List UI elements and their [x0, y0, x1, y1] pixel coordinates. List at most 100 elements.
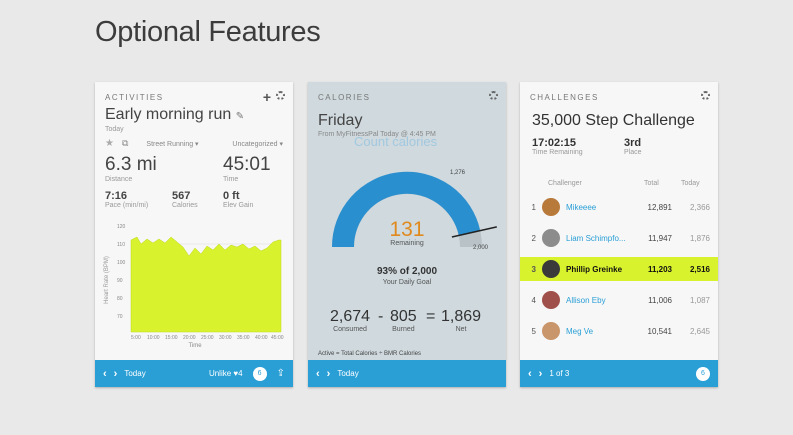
- row-today: 2,645: [689, 326, 710, 336]
- y-ticks: 120 110 100 90 80 70: [117, 224, 126, 320]
- challenges-card[interactable]: CHALLENGES 35,000 Step Challenge 17:02:1…: [520, 82, 718, 387]
- next-arrow-icon[interactable]: ›: [113, 367, 118, 380]
- challenges-footer: ‹ › 1 of 3 6: [520, 360, 718, 387]
- prev-arrow-icon[interactable]: ‹: [103, 367, 107, 380]
- goal-label: Your Daily Goal: [382, 279, 432, 286]
- pace-stat: 7:16 Pace (min/mi): [105, 190, 148, 209]
- row-today: 2,516: [689, 264, 710, 274]
- next-arrow-icon[interactable]: ›: [538, 367, 543, 380]
- row-total: 12,891: [647, 202, 672, 212]
- calorie-gauge: 1,276 2,000: [331, 170, 497, 251]
- row-rank: 2: [531, 233, 536, 243]
- remaining-label: Remaining: [390, 240, 424, 247]
- avatar[interactable]: [542, 198, 560, 216]
- time-remaining-label: Time Remaining: [532, 149, 583, 156]
- activity-controls: ★ ⧉ Street Running ▾ Uncategorized ▾: [105, 138, 283, 149]
- svg-text:70: 70: [117, 314, 123, 320]
- challenger-name[interactable]: Meg Ve: [566, 326, 594, 336]
- place-stat: 3rd Place: [624, 137, 642, 156]
- gear-icon[interactable]: [276, 91, 285, 100]
- nav-arrows[interactable]: ‹ ›: [103, 368, 117, 380]
- prev-arrow-icon[interactable]: ‹: [316, 367, 320, 380]
- time-remaining-value: 17:02:15: [532, 137, 577, 149]
- page-indicator: 1 of 3: [549, 369, 570, 378]
- consumed-value: 2,674: [330, 308, 371, 325]
- unlike-button[interactable]: Unlike ♥4: [208, 369, 243, 378]
- avatar[interactable]: [542, 229, 560, 247]
- comment-icon[interactable]: 6: [696, 366, 710, 381]
- time-stat: 45:01 Time: [223, 154, 271, 183]
- add-icon[interactable]: +: [262, 89, 271, 105]
- activity-date: Today: [105, 126, 124, 133]
- svg-text:35:00: 35:00: [237, 335, 250, 341]
- row-rank: 3: [531, 264, 536, 274]
- goal-pct: 93% of 2,000: [376, 266, 438, 277]
- activities-card[interactable]: ACTIVITIES + Early morning run ✎ Today ★…: [95, 82, 293, 387]
- svg-text:45:00: 45:00: [271, 335, 284, 341]
- heart-rate-area: [130, 236, 282, 333]
- table-row[interactable]: 1 Mikeeee 12,891 2,366: [520, 195, 718, 219]
- chart-y-label: Heart Rate (BPM): [104, 256, 110, 304]
- col-today: Today: [681, 180, 700, 187]
- share-out-icon[interactable]: ⇪: [276, 368, 285, 379]
- challenger-name[interactable]: Liam Schimpfo...: [566, 233, 626, 243]
- row-today: 2,366: [689, 202, 710, 212]
- table-row[interactable]: 3 Phillip Greinke 11,203 2,516: [520, 257, 718, 281]
- avatar[interactable]: [542, 260, 560, 278]
- nav-arrows[interactable]: ‹ ›: [316, 368, 330, 380]
- svg-text:90: 90: [117, 278, 123, 284]
- footer-date: Today: [124, 369, 146, 378]
- activities-header: ACTIVITIES: [105, 93, 164, 102]
- row-rank: 1: [531, 202, 536, 212]
- time-label: Time: [223, 176, 239, 183]
- activity-type-select[interactable]: Street Running ▾: [146, 140, 199, 148]
- svg-text:10:00: 10:00: [147, 335, 160, 341]
- star-icon[interactable]: ★: [105, 138, 114, 149]
- comment-icon[interactable]: 6: [252, 366, 267, 381]
- gear-icon[interactable]: [701, 91, 710, 100]
- pace-label: Pace (min/mi): [105, 202, 149, 209]
- challenger-name[interactable]: Phillip Greinke: [566, 264, 623, 274]
- pencil-icon[interactable]: ✎: [235, 111, 245, 122]
- gauge-end-label: 2,000: [473, 245, 489, 251]
- svg-text:120: 120: [117, 224, 126, 230]
- net-value: 1,869: [441, 308, 482, 325]
- next-arrow-icon[interactable]: ›: [326, 367, 331, 380]
- gauge-needle: [451, 226, 497, 238]
- time-remaining-stat: 17:02:15 Time Remaining: [532, 137, 583, 156]
- gauge-max-label: 1,276: [450, 170, 466, 176]
- calories-card[interactable]: CALORIES Friday From MyFitnessPal Today …: [308, 82, 506, 387]
- row-today: 1,087: [689, 295, 710, 305]
- activity-title: Early morning run ✎: [105, 106, 245, 123]
- table-row[interactable]: 2 Liam Schimpfo... 11,947 1,876: [520, 226, 718, 250]
- burned-label: Burned: [392, 326, 415, 333]
- consumed-label: Consumed: [333, 326, 367, 333]
- challenger-name[interactable]: Allison Eby: [566, 295, 606, 305]
- row-today: 1,876: [689, 233, 710, 243]
- table-row[interactable]: 4 Allison Eby 11,006 1,087: [520, 288, 718, 312]
- burned-stat: 805 Burned: [390, 308, 417, 333]
- table-row[interactable]: 5 Meg Ve 10,541 2,645: [520, 319, 718, 343]
- prev-arrow-icon[interactable]: ‹: [528, 367, 532, 380]
- calories-stat: 567 Calories: [172, 190, 198, 209]
- avatar[interactable]: [542, 291, 560, 309]
- place-value: 3rd: [624, 137, 642, 149]
- distance-value: 6.3 mi: [105, 154, 157, 175]
- svg-text:80: 80: [117, 296, 123, 302]
- remaining-value: 131: [389, 218, 425, 241]
- avatar[interactable]: [542, 322, 560, 340]
- col-total: Total: [644, 180, 659, 187]
- svg-text:15:00: 15:00: [165, 335, 178, 341]
- page-title: Optional Features: [95, 16, 321, 48]
- net-label: Net: [455, 326, 467, 333]
- category-select[interactable]: Uncategorized ▾: [232, 140, 283, 148]
- calories-value: 567: [172, 190, 191, 202]
- gear-icon[interactable]: [489, 91, 498, 100]
- challenges-header: CHALLENGES: [530, 93, 599, 102]
- nav-arrows[interactable]: ‹ ›: [528, 368, 542, 380]
- gauge-progress: [331, 171, 481, 248]
- svg-text:40:00: 40:00: [255, 335, 268, 341]
- share-icon[interactable]: ⧉: [121, 138, 129, 148]
- challenger-name[interactable]: Mikeeee: [566, 202, 597, 212]
- elev-stat: 0 ft Elev Gain: [223, 190, 253, 209]
